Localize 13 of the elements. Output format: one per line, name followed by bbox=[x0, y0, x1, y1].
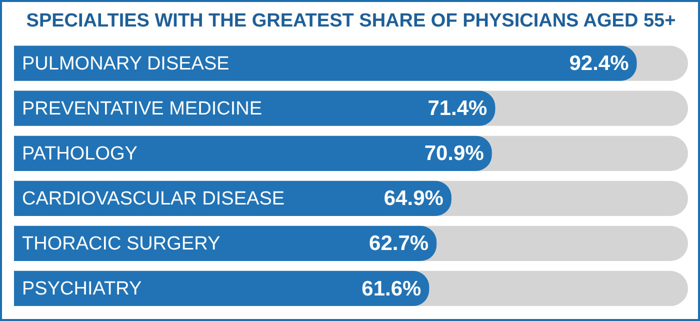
y-tick-label: PREVENTATIVE MEDICINE bbox=[22, 98, 262, 120]
y-tick-label: PULMONARY DISEASE bbox=[22, 54, 230, 75]
data-label: 92.4% bbox=[569, 52, 630, 76]
data-label: 61.6% bbox=[362, 277, 422, 300]
data-label: 62.7% bbox=[369, 232, 429, 256]
y-tick-label: PATHOLOGY bbox=[22, 144, 138, 165]
y-tick-label: THORACIC SURGERY bbox=[22, 234, 220, 255]
data-label: 64.9% bbox=[384, 187, 444, 210]
data-label: 71.4% bbox=[428, 97, 488, 120]
y-tick-label: PSYCHIATRY bbox=[22, 278, 142, 300]
data-label: 70.9% bbox=[424, 142, 484, 166]
y-tick-label: CARDIOVASCULAR DISEASE bbox=[22, 188, 285, 210]
chart-title: SPECIALTIES WITH THE GREATEST SHARE OF PHYSICIANS AGED 55+ bbox=[26, 10, 676, 32]
